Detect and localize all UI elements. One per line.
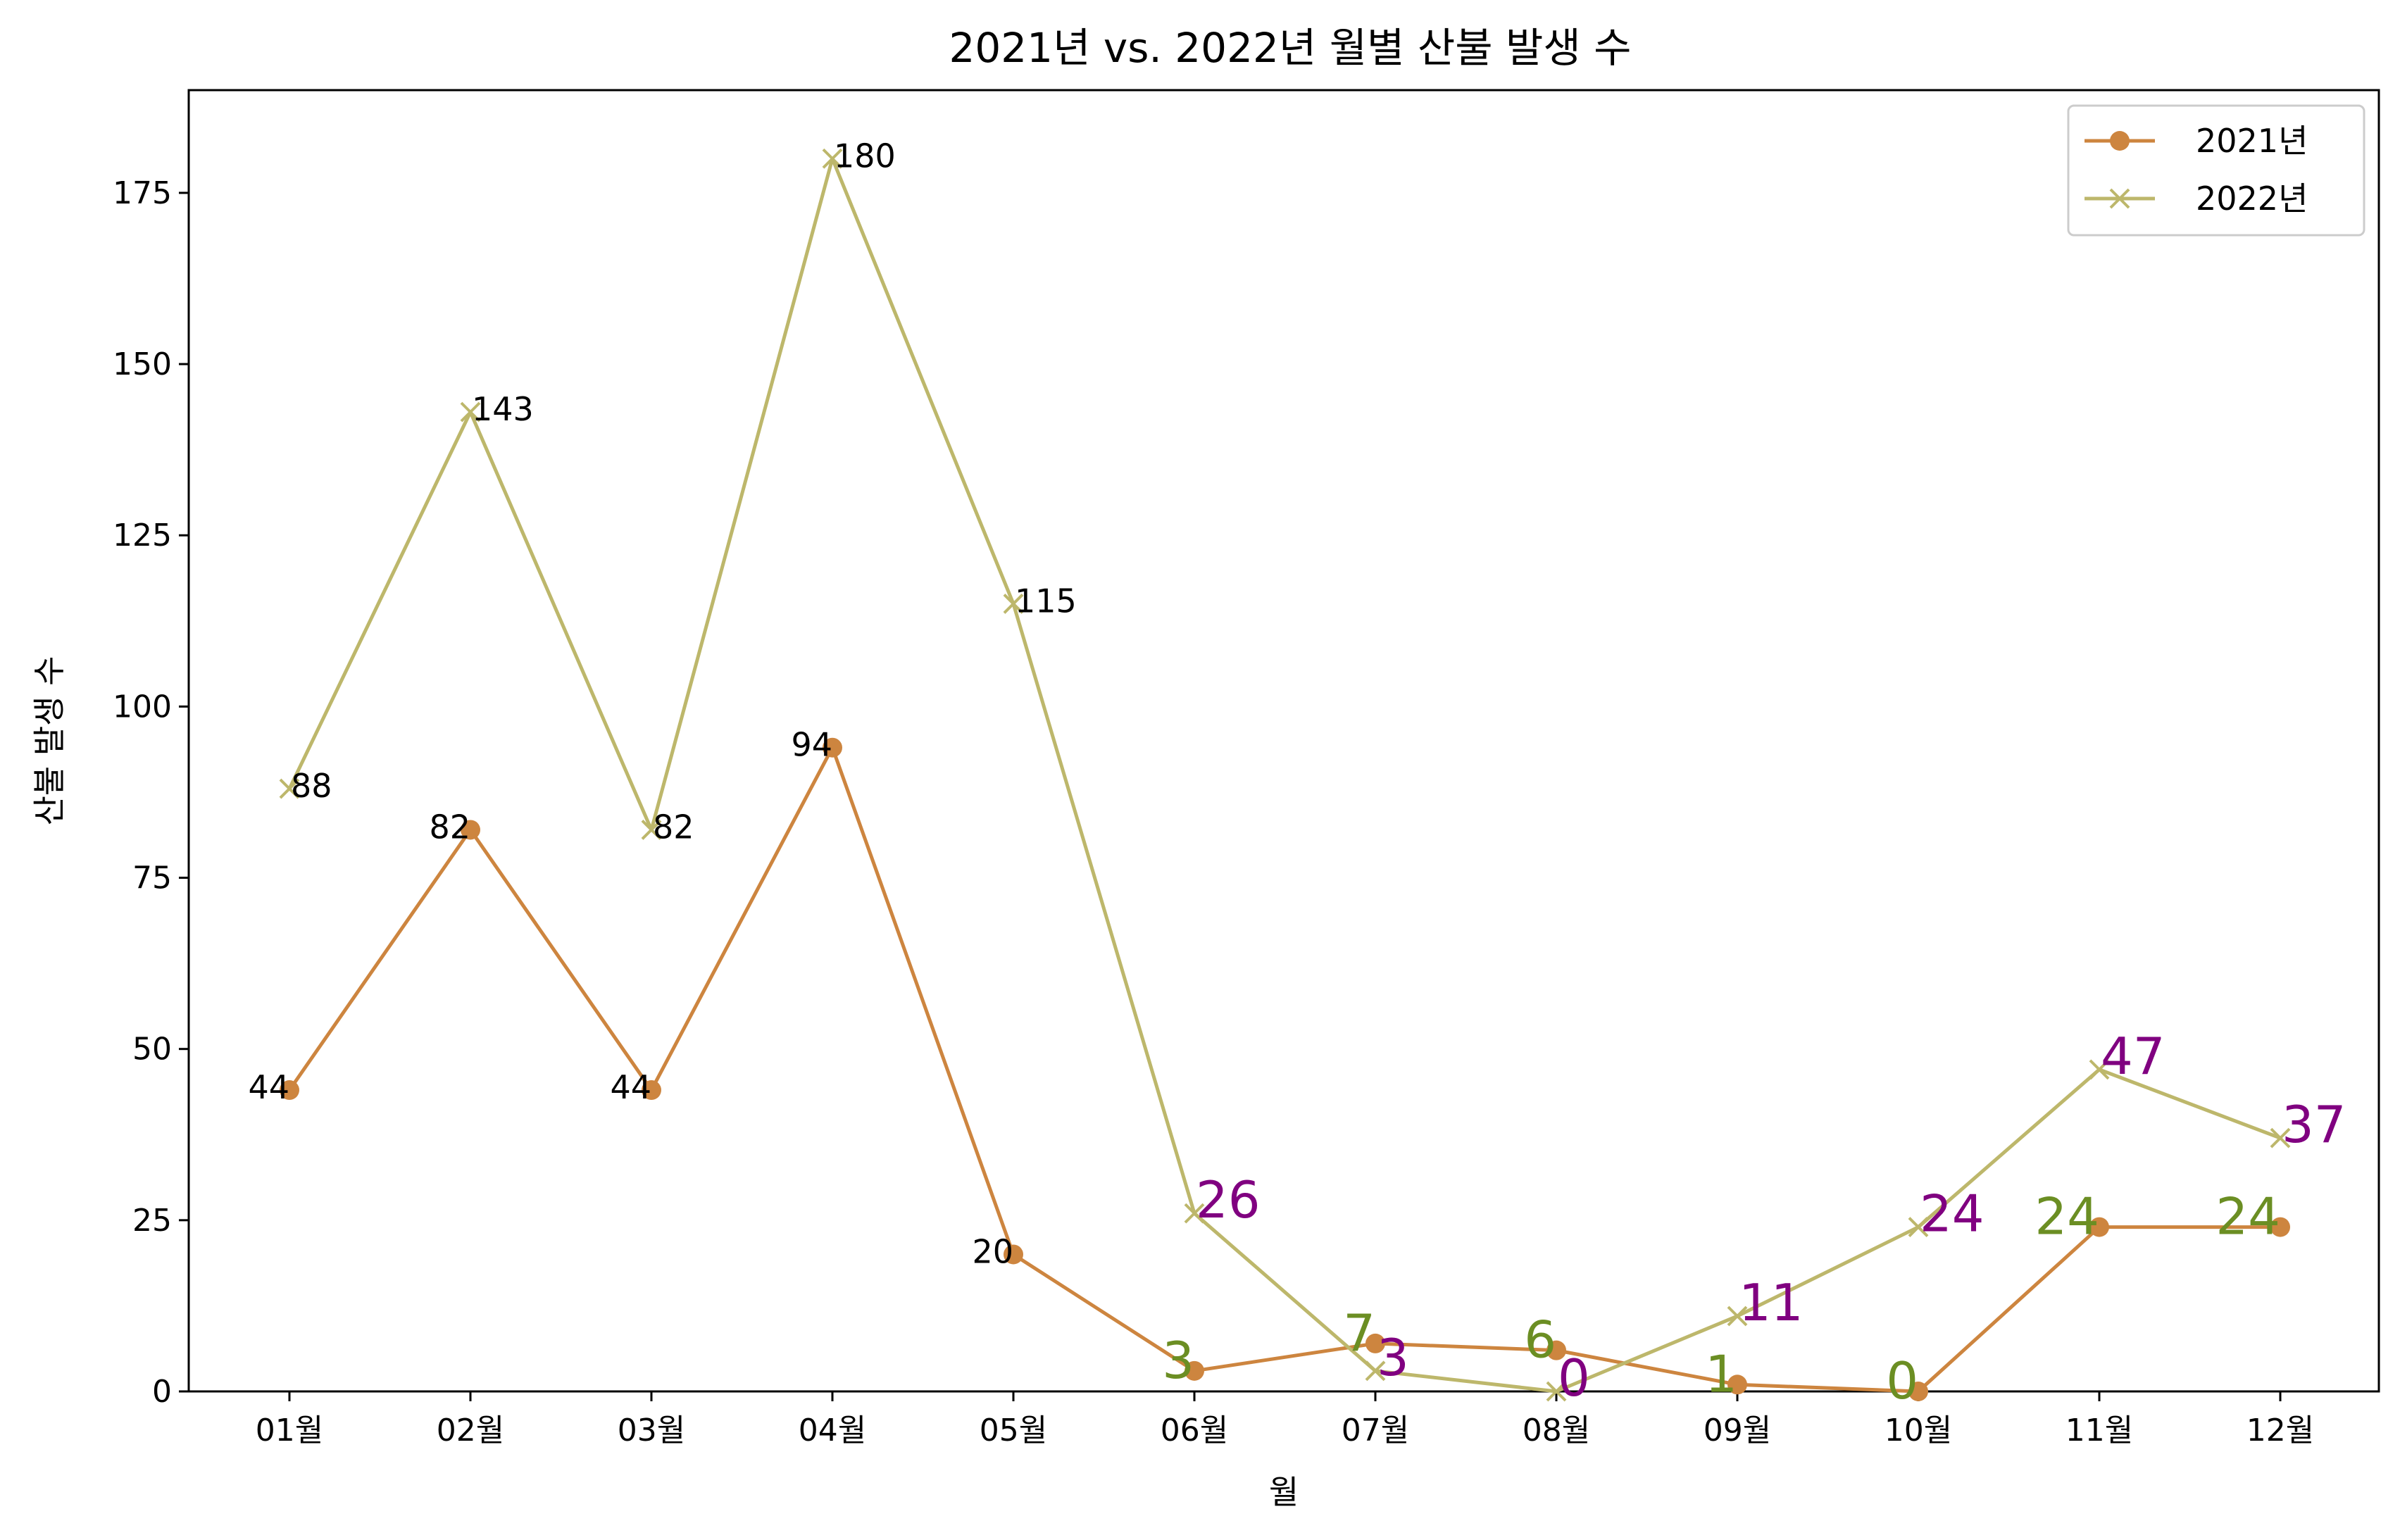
data-point-marker [1185, 1360, 1204, 1381]
data-point-marker [1184, 1203, 1205, 1224]
data-point-marker [280, 1080, 299, 1101]
data-point-marker [2270, 1127, 2291, 1148]
x-tick-label: 08월 [1523, 1413, 1590, 1448]
data-label: 11 [1739, 1273, 1804, 1332]
legend-label: 2021년 [2196, 122, 2308, 160]
data-point-marker [642, 1080, 661, 1101]
x-tick-label: 09월 [1704, 1413, 1771, 1448]
data-point-marker [1727, 1306, 1748, 1327]
data-label: 24 [2215, 1187, 2280, 1246]
data-point-marker [1908, 1382, 1928, 1401]
data-point-marker [823, 737, 842, 758]
data-label: 88 [291, 767, 332, 805]
data-label: 143 [472, 390, 534, 428]
data-point-marker [1365, 1360, 1386, 1382]
data-label: 44 [248, 1068, 289, 1106]
x-tick-label: 07월 [1342, 1413, 1409, 1448]
data-point-marker [822, 148, 843, 169]
data-label: 44 [610, 1068, 651, 1106]
legend-box [2067, 104, 2365, 237]
data-label: 37 [2282, 1095, 2346, 1154]
data-point-marker [2089, 1059, 2110, 1080]
legend-marker [2110, 131, 2130, 151]
data-label: 3 [1377, 1328, 1409, 1387]
data-label: 47 [2101, 1027, 2165, 1086]
data-point-marker [460, 401, 481, 422]
data-point-marker [641, 820, 662, 840]
data-point-marker [1727, 1375, 1747, 1395]
x-tick-label: 06월 [1161, 1413, 1228, 1448]
x-tick-label: 11월 [2065, 1413, 2133, 1448]
data-point-marker [1003, 594, 1024, 614]
data-point-marker [461, 820, 480, 840]
legend: 2021년 2022년 [2067, 104, 2365, 237]
data-label: 0 [1886, 1351, 1918, 1410]
x-axis-label: 월 [1269, 1473, 1299, 1511]
data-point-marker [1004, 1244, 1023, 1265]
data-label: 0 [1558, 1348, 1590, 1408]
y-tick-label: 50 [132, 1032, 172, 1068]
data-label: 6 [1524, 1310, 1556, 1370]
data-label: 180 [834, 137, 896, 175]
x-tick-label: 05월 [980, 1413, 1047, 1448]
y-tick-label: 25 [132, 1203, 172, 1239]
data-label: 7 [1343, 1303, 1375, 1363]
data-label: 82 [429, 808, 470, 846]
data-point-marker [1908, 1217, 1929, 1237]
x-tick-label: 10월 [1885, 1413, 1952, 1448]
legend-marker [2109, 188, 2130, 209]
data-label: 24 [1920, 1184, 1985, 1244]
y-tick-label: 125 [113, 518, 172, 553]
series-line-1 [287, 746, 2280, 1394]
data-label: 1 [1705, 1344, 1737, 1403]
chart-title: 2021년 vs. 2022년 월별 산불 발생 수 [949, 24, 1631, 72]
data-label: 24 [2035, 1187, 2099, 1246]
data-point-marker [1365, 1333, 1385, 1353]
x-tick-label: 04월 [799, 1413, 866, 1448]
data-label: 3 [1162, 1331, 1194, 1390]
y-tick-label: 175 [113, 175, 172, 211]
series-line-2 [287, 156, 2281, 1394]
data-label: 115 [1015, 582, 1077, 620]
data-label: 82 [653, 808, 694, 846]
data-label: 94 [791, 726, 832, 764]
legend-label: 2022년 [2196, 180, 2308, 218]
x-tick-label: 02월 [437, 1413, 504, 1448]
data-point-marker [2270, 1217, 2290, 1237]
data-point-marker [1546, 1381, 1567, 1402]
x-tick-label: 01월 [256, 1413, 323, 1448]
plot-area-frame [187, 89, 2380, 1393]
x-tick-label: 12월 [2246, 1413, 2314, 1448]
data-label: 20 [972, 1232, 1013, 1270]
data-label: 26 [1196, 1170, 1261, 1229]
data-point-marker [1546, 1340, 1566, 1360]
y-tick-label: 75 [132, 860, 172, 896]
data-point-marker [2089, 1217, 2109, 1237]
x-tick-label: 03월 [618, 1413, 685, 1448]
data-point-marker [279, 778, 300, 799]
y-tick-label: 150 [113, 346, 172, 382]
y-tick-label: 100 [113, 689, 172, 725]
y-axis-label: 산불 발생 수 [30, 656, 68, 826]
series-layer [279, 148, 2291, 1402]
y-tick-label: 0 [152, 1374, 172, 1410]
